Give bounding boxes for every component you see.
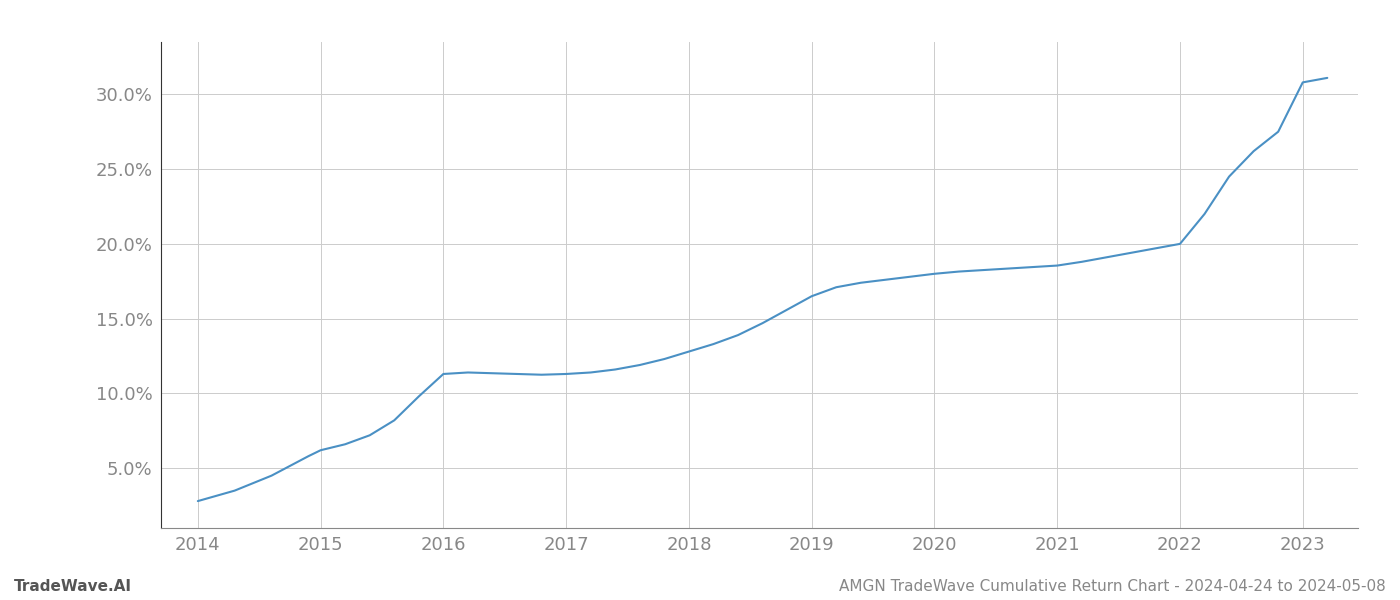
Text: AMGN TradeWave Cumulative Return Chart - 2024-04-24 to 2024-05-08: AMGN TradeWave Cumulative Return Chart -… [839,579,1386,594]
Text: TradeWave.AI: TradeWave.AI [14,579,132,594]
